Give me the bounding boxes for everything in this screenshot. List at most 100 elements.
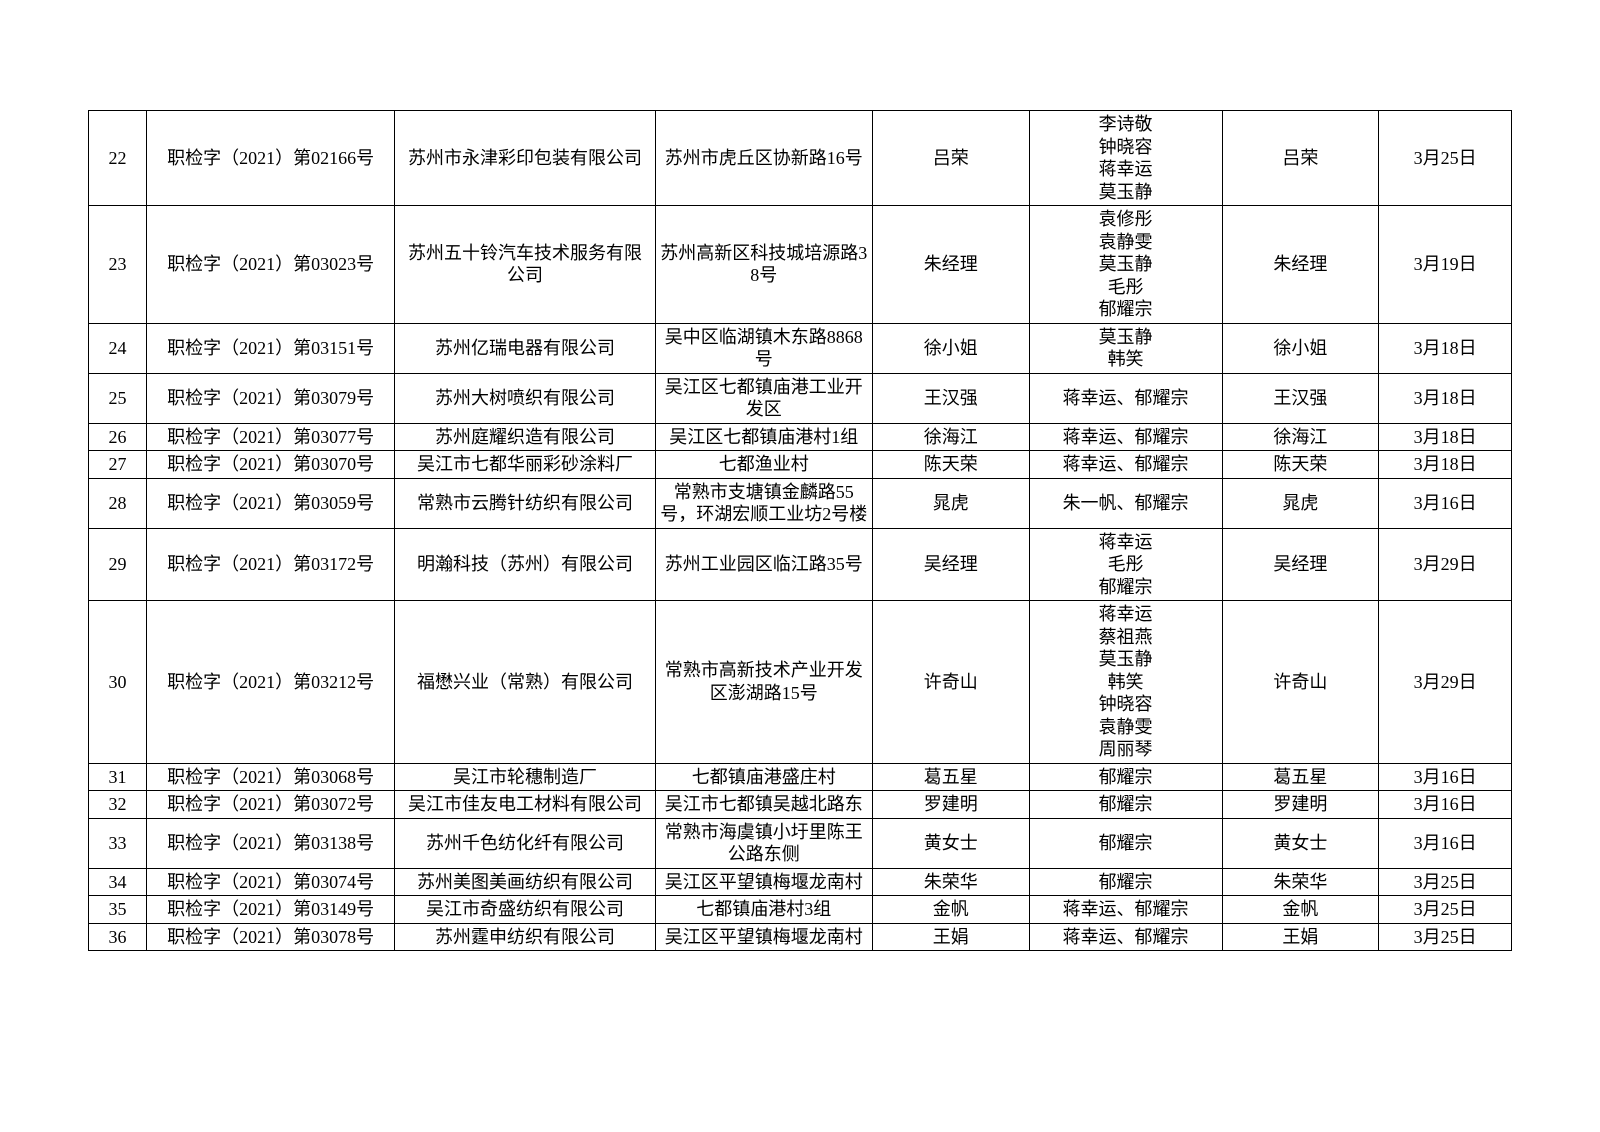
cell-person-3: 罗建明 — [1222, 791, 1379, 819]
cell-index: 23 — [89, 206, 147, 324]
cell-date: 3月25日 — [1379, 111, 1512, 206]
cell-person-3: 徐小姐 — [1222, 323, 1379, 373]
cell-person-1: 葛五星 — [872, 763, 1029, 791]
cell-company: 苏州霆申纺织有限公司 — [395, 923, 655, 951]
cell-company: 苏州美图美画纺织有限公司 — [395, 868, 655, 896]
cell-date: 3月29日 — [1379, 528, 1512, 601]
cell-index: 28 — [89, 478, 147, 528]
cell-person-1: 徐海江 — [872, 423, 1029, 451]
cell-person-3: 徐海江 — [1222, 423, 1379, 451]
cell-address: 吴江区平望镇梅堰龙南村 — [655, 923, 872, 951]
table-row: 32职检字（2021）第03072号吴江市佳友电工材料有限公司吴江市七都镇吴越北… — [89, 791, 1512, 819]
cell-date: 3月18日 — [1379, 373, 1512, 423]
cell-code: 职检字（2021）第03149号 — [146, 896, 394, 924]
cell-index: 27 — [89, 451, 147, 479]
cell-company: 苏州千色纺化纤有限公司 — [395, 818, 655, 868]
cell-date: 3月16日 — [1379, 763, 1512, 791]
cell-index: 36 — [89, 923, 147, 951]
cell-person-1: 金帆 — [872, 896, 1029, 924]
cell-person-2: 李诗敬 钟晓容 蒋幸运 莫玉静 — [1029, 111, 1222, 206]
cell-date: 3月18日 — [1379, 423, 1512, 451]
cell-date: 3月16日 — [1379, 791, 1512, 819]
cell-code: 职检字（2021）第03079号 — [146, 373, 394, 423]
cell-person-2: 郁耀宗 — [1029, 868, 1222, 896]
cell-code: 职检字（2021）第03023号 — [146, 206, 394, 324]
cell-index: 33 — [89, 818, 147, 868]
cell-person-3: 金帆 — [1222, 896, 1379, 924]
cell-company: 吴江市佳友电工材料有限公司 — [395, 791, 655, 819]
cell-index: 22 — [89, 111, 147, 206]
cell-person-2: 袁修彤 袁静雯 莫玉静 毛彤 郁耀宗 — [1029, 206, 1222, 324]
cell-address: 吴江区七都镇庙港村1组 — [655, 423, 872, 451]
cell-address: 吴江区平望镇梅堰龙南村 — [655, 868, 872, 896]
cell-company: 苏州亿瑞电器有限公司 — [395, 323, 655, 373]
cell-person-3: 吴经理 — [1222, 528, 1379, 601]
cell-person-3: 王娟 — [1222, 923, 1379, 951]
cell-code: 职检字（2021）第03078号 — [146, 923, 394, 951]
cell-code: 职检字（2021）第03070号 — [146, 451, 394, 479]
cell-person-2: 郁耀宗 — [1029, 763, 1222, 791]
cell-person-2: 蒋幸运、郁耀宗 — [1029, 896, 1222, 924]
cell-index: 32 — [89, 791, 147, 819]
cell-address: 苏州市虎丘区协新路16号 — [655, 111, 872, 206]
table-row: 33职检字（2021）第03138号苏州千色纺化纤有限公司常熟市海虞镇小圩里陈王… — [89, 818, 1512, 868]
cell-person-1: 王娟 — [872, 923, 1029, 951]
cell-address: 常熟市海虞镇小圩里陈王公路东侧 — [655, 818, 872, 868]
cell-person-1: 晁虎 — [872, 478, 1029, 528]
table-row: 34职检字（2021）第03074号苏州美图美画纺织有限公司吴江区平望镇梅堰龙南… — [89, 868, 1512, 896]
cell-person-1: 罗建明 — [872, 791, 1029, 819]
table-row: 31职检字（2021）第03068号吴江市轮穗制造厂七都镇庙港盛庄村葛五星郁耀宗… — [89, 763, 1512, 791]
cell-code: 职检字（2021）第03212号 — [146, 601, 394, 764]
cell-person-1: 徐小姐 — [872, 323, 1029, 373]
cell-address: 吴江市七都镇吴越北路东 — [655, 791, 872, 819]
cell-address: 吴江区七都镇庙港工业开发区 — [655, 373, 872, 423]
cell-person-2: 蒋幸运 毛彤 郁耀宗 — [1029, 528, 1222, 601]
cell-index: 26 — [89, 423, 147, 451]
cell-person-2: 蒋幸运、郁耀宗 — [1029, 923, 1222, 951]
cell-person-3: 朱荣华 — [1222, 868, 1379, 896]
document-page: 22职检字（2021）第02166号苏州市永津彩印包装有限公司苏州市虎丘区协新路… — [0, 0, 1600, 951]
cell-company: 苏州五十铃汽车技术服务有限公司 — [395, 206, 655, 324]
cell-code: 职检字（2021）第03072号 — [146, 791, 394, 819]
cell-code: 职检字（2021）第03172号 — [146, 528, 394, 601]
cell-company: 吴江市奇盛纺织有限公司 — [395, 896, 655, 924]
cell-company: 苏州大树喷织有限公司 — [395, 373, 655, 423]
cell-code: 职检字（2021）第03059号 — [146, 478, 394, 528]
cell-person-2: 朱一帆、郁耀宗 — [1029, 478, 1222, 528]
table-row: 29职检字（2021）第03172号明瀚科技（苏州）有限公司苏州工业园区临江路3… — [89, 528, 1512, 601]
cell-person-3: 葛五星 — [1222, 763, 1379, 791]
cell-person-1: 吕荣 — [872, 111, 1029, 206]
cell-index: 24 — [89, 323, 147, 373]
cell-address: 常熟市支塘镇金麟路55号，环湖宏顺工业坊2号楼 — [655, 478, 872, 528]
cell-person-2: 蒋幸运、郁耀宗 — [1029, 423, 1222, 451]
cell-address: 七都渔业村 — [655, 451, 872, 479]
cell-person-2: 蒋幸运、郁耀宗 — [1029, 373, 1222, 423]
table-row: 28职检字（2021）第03059号常熟市云腾针纺织有限公司常熟市支塘镇金麟路5… — [89, 478, 1512, 528]
cell-date: 3月25日 — [1379, 868, 1512, 896]
cell-address: 吴中区临湖镇木东路8868号 — [655, 323, 872, 373]
cell-person-3: 吕荣 — [1222, 111, 1379, 206]
cell-person-2: 郁耀宗 — [1029, 791, 1222, 819]
cell-company: 苏州市永津彩印包装有限公司 — [395, 111, 655, 206]
cell-date: 3月19日 — [1379, 206, 1512, 324]
cell-person-3: 许奇山 — [1222, 601, 1379, 764]
cell-person-2: 蒋幸运、郁耀宗 — [1029, 451, 1222, 479]
cell-date: 3月25日 — [1379, 896, 1512, 924]
cell-company: 福懋兴业（常熟）有限公司 — [395, 601, 655, 764]
cell-code: 职检字（2021）第03074号 — [146, 868, 394, 896]
cell-index: 31 — [89, 763, 147, 791]
table-row: 30职检字（2021）第03212号福懋兴业（常熟）有限公司常熟市高新技术产业开… — [89, 601, 1512, 764]
table-row: 27职检字（2021）第03070号吴江市七都华丽彩砂涂料厂七都渔业村陈天荣蒋幸… — [89, 451, 1512, 479]
cell-person-1: 朱经理 — [872, 206, 1029, 324]
cell-code: 职检字（2021）第03138号 — [146, 818, 394, 868]
cell-code: 职检字（2021）第02166号 — [146, 111, 394, 206]
cell-date: 3月25日 — [1379, 923, 1512, 951]
cell-index: 25 — [89, 373, 147, 423]
table-row: 25职检字（2021）第03079号苏州大树喷织有限公司吴江区七都镇庙港工业开发… — [89, 373, 1512, 423]
cell-person-3: 黄女士 — [1222, 818, 1379, 868]
cell-person-1: 王汉强 — [872, 373, 1029, 423]
cell-company: 常熟市云腾针纺织有限公司 — [395, 478, 655, 528]
cell-person-2: 郁耀宗 — [1029, 818, 1222, 868]
cell-date: 3月18日 — [1379, 451, 1512, 479]
cell-index: 30 — [89, 601, 147, 764]
